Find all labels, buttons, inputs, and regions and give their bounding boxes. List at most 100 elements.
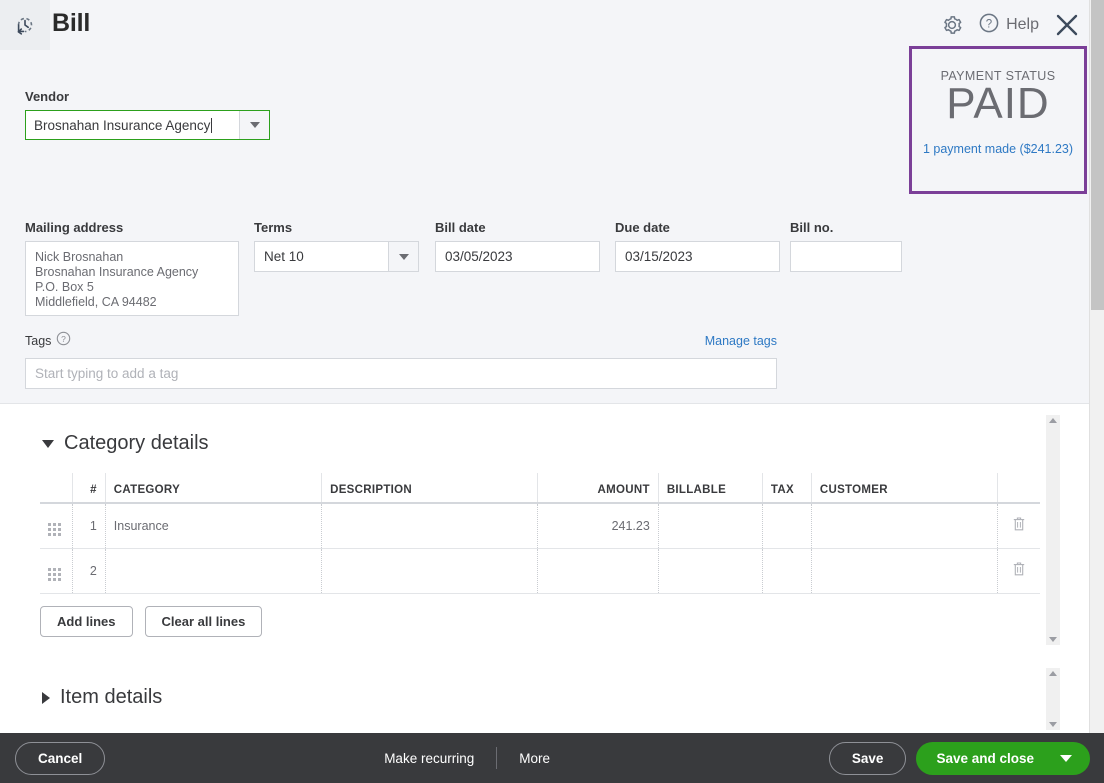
history-clock-icon[interactable]: [0, 0, 50, 50]
mailing-address-input[interactable]: Nick Brosnahan Brosnahan Insurance Agenc…: [25, 241, 239, 316]
row-drag-handle[interactable]: [40, 503, 73, 549]
collapse-triangle-down-icon[interactable]: [42, 439, 54, 448]
th-handle: [40, 473, 73, 504]
category-details-title: Category details: [64, 432, 209, 454]
due-date-input[interactable]: 03/15/2023: [615, 241, 780, 272]
category-details-table: # CATEGORY DESCRIPTION AMOUNT BILLABLE T…: [40, 473, 1040, 594]
scrollbar-thumb[interactable]: [1091, 0, 1104, 310]
due-date-value: 03/15/2023: [625, 249, 693, 264]
svg-text:?: ?: [986, 18, 992, 30]
bill-no-group: Bill no.: [790, 220, 902, 272]
scroll-down-arrow-icon[interactable]: [1049, 637, 1057, 642]
row-category[interactable]: [104, 548, 322, 594]
terms-combobox[interactable]: Net 10: [254, 241, 419, 272]
toolbar-divider: [496, 747, 498, 769]
th-description: DESCRIPTION: [321, 473, 538, 504]
address-line: P.O. Box 5: [35, 280, 94, 294]
item-details-header[interactable]: Item details: [0, 686, 162, 709]
address-line: Middlefield, CA 94482: [35, 295, 157, 309]
help-button[interactable]: ? Help: [978, 12, 1039, 39]
th-delete: [996, 473, 1040, 504]
manage-tags-link[interactable]: Manage tags: [704, 334, 777, 348]
payment-status-box: PAYMENT STATUS PAID 1 payment made ($241…: [909, 46, 1087, 194]
cancel-button[interactable]: Cancel: [15, 741, 106, 775]
th-number: #: [72, 473, 106, 504]
question-circle-icon[interactable]: ?: [56, 331, 71, 351]
item-details-vertical-scrollbar[interactable]: [1046, 668, 1060, 730]
add-lines-button[interactable]: Add lines: [40, 605, 133, 637]
clear-all-lines-button[interactable]: Clear all lines: [144, 605, 263, 637]
bottom-toolbar: Cancel Make recurring More Save Save and…: [0, 733, 1104, 783]
th-billable: BILLABLE: [657, 473, 763, 504]
save-button[interactable]: Save: [828, 741, 907, 775]
row-amount[interactable]: 241.23: [537, 503, 659, 549]
more-link[interactable]: More: [519, 750, 550, 766]
vendor-value: Brosnahan Insurance Agency: [34, 117, 211, 133]
th-amount: AMOUNT: [537, 473, 659, 504]
payment-status-label: PAYMENT STATUS: [940, 69, 1056, 83]
terms-label: Terms: [254, 220, 293, 235]
expand-triangle-right-icon[interactable]: [42, 691, 50, 704]
row-category[interactable]: Insurance: [104, 503, 322, 549]
row-amount[interactable]: [537, 548, 659, 594]
row-delete-button[interactable]: [996, 548, 1040, 594]
header-actions: ? Help: [940, 0, 1081, 50]
line-action-buttons: Add lines Clear all lines: [40, 605, 1089, 637]
table-header-row: # CATEGORY DESCRIPTION AMOUNT BILLABLE T…: [40, 473, 1040, 504]
gear-icon[interactable]: [940, 13, 964, 37]
row-drag-handle[interactable]: [40, 548, 73, 594]
row-customer[interactable]: [810, 503, 998, 549]
bill-date-value: 03/05/2023: [445, 249, 513, 264]
table-vertical-scrollbar[interactable]: [1046, 415, 1060, 645]
text-caret: [211, 117, 213, 133]
tags-label: Tags: [25, 334, 52, 348]
help-label: Help: [1006, 16, 1039, 33]
terms-value: Net 10: [264, 249, 304, 264]
bill-no-label: Bill no.: [790, 220, 834, 235]
bill-date-input[interactable]: 03/05/2023: [435, 241, 600, 272]
th-category: CATEGORY: [104, 473, 322, 504]
mailing-address-label: Mailing address: [25, 220, 124, 235]
tags-input[interactable]: Start typing to add a tag: [25, 358, 777, 389]
address-line: Brosnahan Insurance Agency: [35, 265, 199, 279]
due-date-label: Due date: [615, 220, 670, 235]
table-row[interactable]: 1 Insurance 241.23: [40, 503, 1040, 549]
row-tax[interactable]: [761, 548, 812, 594]
bill-date-label: Bill date: [435, 220, 486, 235]
close-x-icon[interactable]: [1053, 11, 1081, 39]
details-panel: Category details # CATEGORY DESCRIPTION …: [0, 403, 1089, 733]
window-header: Bill ? Help: [0, 0, 1089, 50]
chevron-down-icon[interactable]: [1060, 754, 1072, 762]
item-details-title: Item details: [60, 686, 163, 708]
save-and-close-button[interactable]: Save and close: [916, 741, 1090, 775]
row-billable[interactable]: [657, 548, 763, 594]
row-description[interactable]: [321, 548, 538, 594]
page-vertical-scrollbar[interactable]: [1089, 0, 1104, 733]
vendor-input[interactable]: Brosnahan Insurance Agency: [26, 111, 239, 139]
svg-text:?: ?: [62, 334, 67, 344]
drag-handle-icon[interactable]: [48, 523, 61, 537]
payment-status-value: PAID: [946, 79, 1050, 128]
drag-handle-icon[interactable]: [48, 568, 61, 581]
category-details-header[interactable]: Category details: [0, 432, 1089, 455]
scroll-up-arrow-icon[interactable]: [1049, 671, 1057, 676]
vendor-combobox[interactable]: Brosnahan Insurance Agency: [25, 110, 270, 140]
terms-dropdown-arrow[interactable]: [388, 242, 418, 271]
table-row[interactable]: 2: [40, 548, 1040, 594]
terms-field-group: Terms Net 10: [254, 220, 419, 272]
row-delete-button[interactable]: [996, 503, 1040, 549]
make-recurring-link[interactable]: Make recurring: [384, 750, 475, 766]
row-number: 1: [72, 503, 106, 549]
row-customer[interactable]: [810, 548, 998, 594]
help-circle-icon: ?: [978, 12, 1000, 39]
tags-group: Tags ? Manage tags Start typing to add a…: [25, 331, 777, 389]
vendor-dropdown-arrow[interactable]: [239, 111, 269, 139]
payment-made-link[interactable]: 1 payment made ($241.23): [922, 141, 1074, 156]
row-tax[interactable]: [761, 503, 812, 549]
bill-no-input[interactable]: [790, 241, 902, 272]
scroll-down-arrow-icon[interactable]: [1049, 722, 1057, 727]
row-billable[interactable]: [657, 503, 763, 549]
scroll-up-arrow-icon[interactable]: [1049, 418, 1057, 423]
row-description[interactable]: [321, 503, 538, 549]
